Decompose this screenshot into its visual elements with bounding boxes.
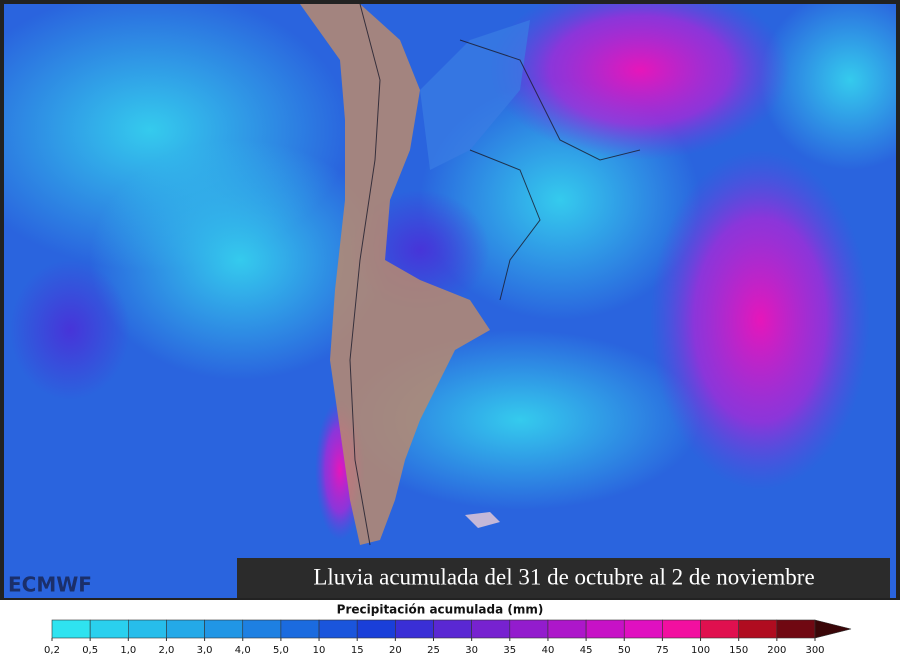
legend-label: 15 — [351, 645, 364, 656]
legend-label: 50 — [618, 645, 631, 656]
color-swatch — [356, 619, 396, 639]
legend-label: 0,5 — [82, 645, 98, 656]
legend-label: 1,0 — [120, 645, 136, 656]
legend-label: 150 — [729, 645, 748, 656]
legend-label: 200 — [767, 645, 786, 656]
color-swatch — [280, 619, 320, 639]
legend-label: 35 — [503, 645, 516, 656]
color-swatch — [585, 619, 625, 639]
color-swatch — [242, 619, 282, 639]
color-swatch — [738, 619, 778, 639]
legend-label: 0,2 — [44, 645, 60, 656]
logo: ECMWF — [8, 573, 92, 597]
color-swatch — [51, 619, 91, 639]
legend-label: 3,0 — [197, 645, 213, 656]
legend-label: 75 — [656, 645, 669, 656]
color-swatch — [318, 619, 358, 639]
legend-label: 2,0 — [158, 645, 174, 656]
legend-label: 20 — [389, 645, 402, 656]
color-swatch — [433, 619, 472, 639]
caption: Lluvia acumulada del 31 de octubre al 2 … — [313, 564, 814, 589]
legend-label: 30 — [465, 645, 478, 656]
land — [300, 4, 490, 545]
legend-label: 45 — [580, 645, 593, 656]
color-swatch — [623, 619, 663, 639]
color-bar: 0,2 0,5 1,0 2,0 3,0 4,0 5,0 10 15 20 25 30 35 40 45 50 7… — [44, 619, 852, 656]
legend-label: 10 — [313, 645, 326, 656]
legend-label: 4,0 — [235, 645, 251, 656]
legend-title: Precipitación acumulada (mm) — [337, 603, 544, 617]
color-swatch — [547, 619, 587, 639]
color-swatch — [89, 619, 129, 639]
color-arrow — [814, 619, 852, 639]
color-swatch — [128, 619, 167, 639]
color-swatch — [509, 619, 549, 639]
color-swatch — [776, 619, 816, 639]
color-swatch — [662, 619, 701, 639]
legend-label: 25 — [427, 645, 440, 656]
caption-box — [237, 558, 890, 598]
legend-label: 100 — [691, 645, 710, 656]
color-swatch — [395, 619, 434, 639]
legend-label: 40 — [542, 645, 555, 656]
color-swatch — [204, 619, 244, 639]
legend-label: 300 — [805, 645, 824, 656]
color-swatch — [700, 619, 739, 639]
map — [4, 4, 896, 598]
color-swatch — [166, 619, 205, 639]
legend-label: 5,0 — [273, 645, 289, 656]
color-swatch — [471, 619, 511, 639]
